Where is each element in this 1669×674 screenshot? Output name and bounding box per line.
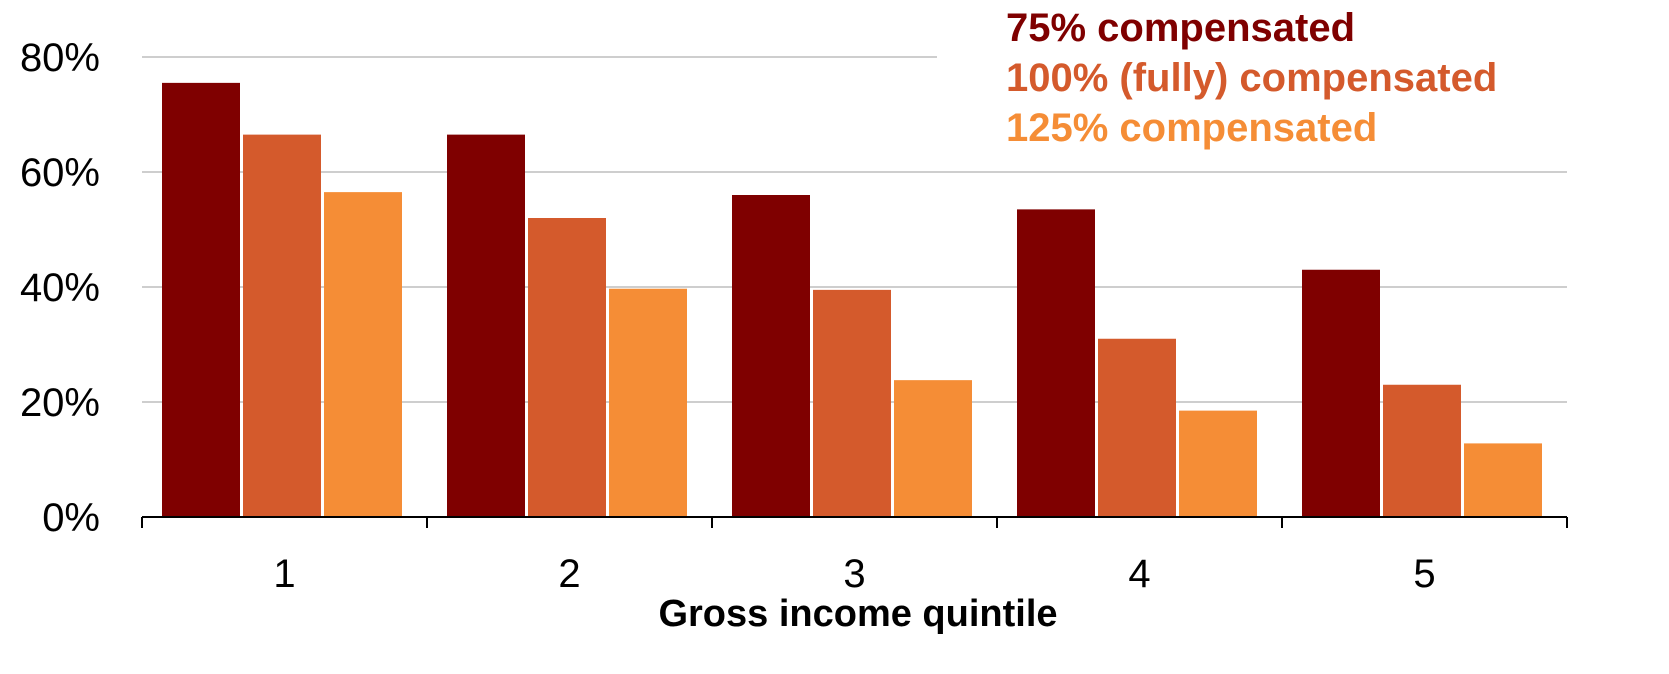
- legend-entry: 75% compensated: [1006, 6, 1355, 50]
- bar: [243, 134, 321, 517]
- y-tick-label: 80%: [20, 36, 100, 80]
- bars: [162, 82, 1542, 517]
- bar: [1179, 410, 1257, 517]
- bar: [1098, 338, 1176, 517]
- y-tick-label: 20%: [20, 381, 100, 425]
- bar: [732, 195, 810, 517]
- y-ticks: 0% 20% 40% 60% 80%: [20, 36, 100, 540]
- x-tick-label: 2: [558, 552, 580, 596]
- bar: [447, 134, 525, 517]
- bar: [1017, 209, 1095, 517]
- legend-entry: 100% (fully) compensated: [1006, 56, 1497, 100]
- x-axis-title: Gross income quintile: [658, 593, 1057, 635]
- bar: [1302, 269, 1380, 517]
- legend-entry: 125% compensated: [1006, 106, 1377, 150]
- bar: [1383, 384, 1461, 517]
- y-tick-label: 60%: [20, 151, 100, 195]
- bar: [609, 288, 687, 517]
- y-tick-label: 40%: [20, 266, 100, 310]
- bar: [813, 289, 891, 517]
- x-tick-label: 5: [1413, 552, 1435, 596]
- bar: [1464, 443, 1542, 517]
- x-tick-label: 3: [843, 552, 865, 596]
- x-tick-label: 4: [1128, 552, 1150, 596]
- bar: [162, 82, 240, 517]
- bar: [528, 218, 606, 517]
- y-tick-label: 0%: [42, 496, 100, 540]
- x-tick-label: 1: [273, 552, 295, 596]
- bar: [894, 380, 972, 517]
- x-ticks: 1 2 3 4 5: [141, 517, 1568, 596]
- bar: [324, 192, 402, 517]
- legend: 75% compensated 100% (fully) compensated 1…: [1006, 6, 1497, 150]
